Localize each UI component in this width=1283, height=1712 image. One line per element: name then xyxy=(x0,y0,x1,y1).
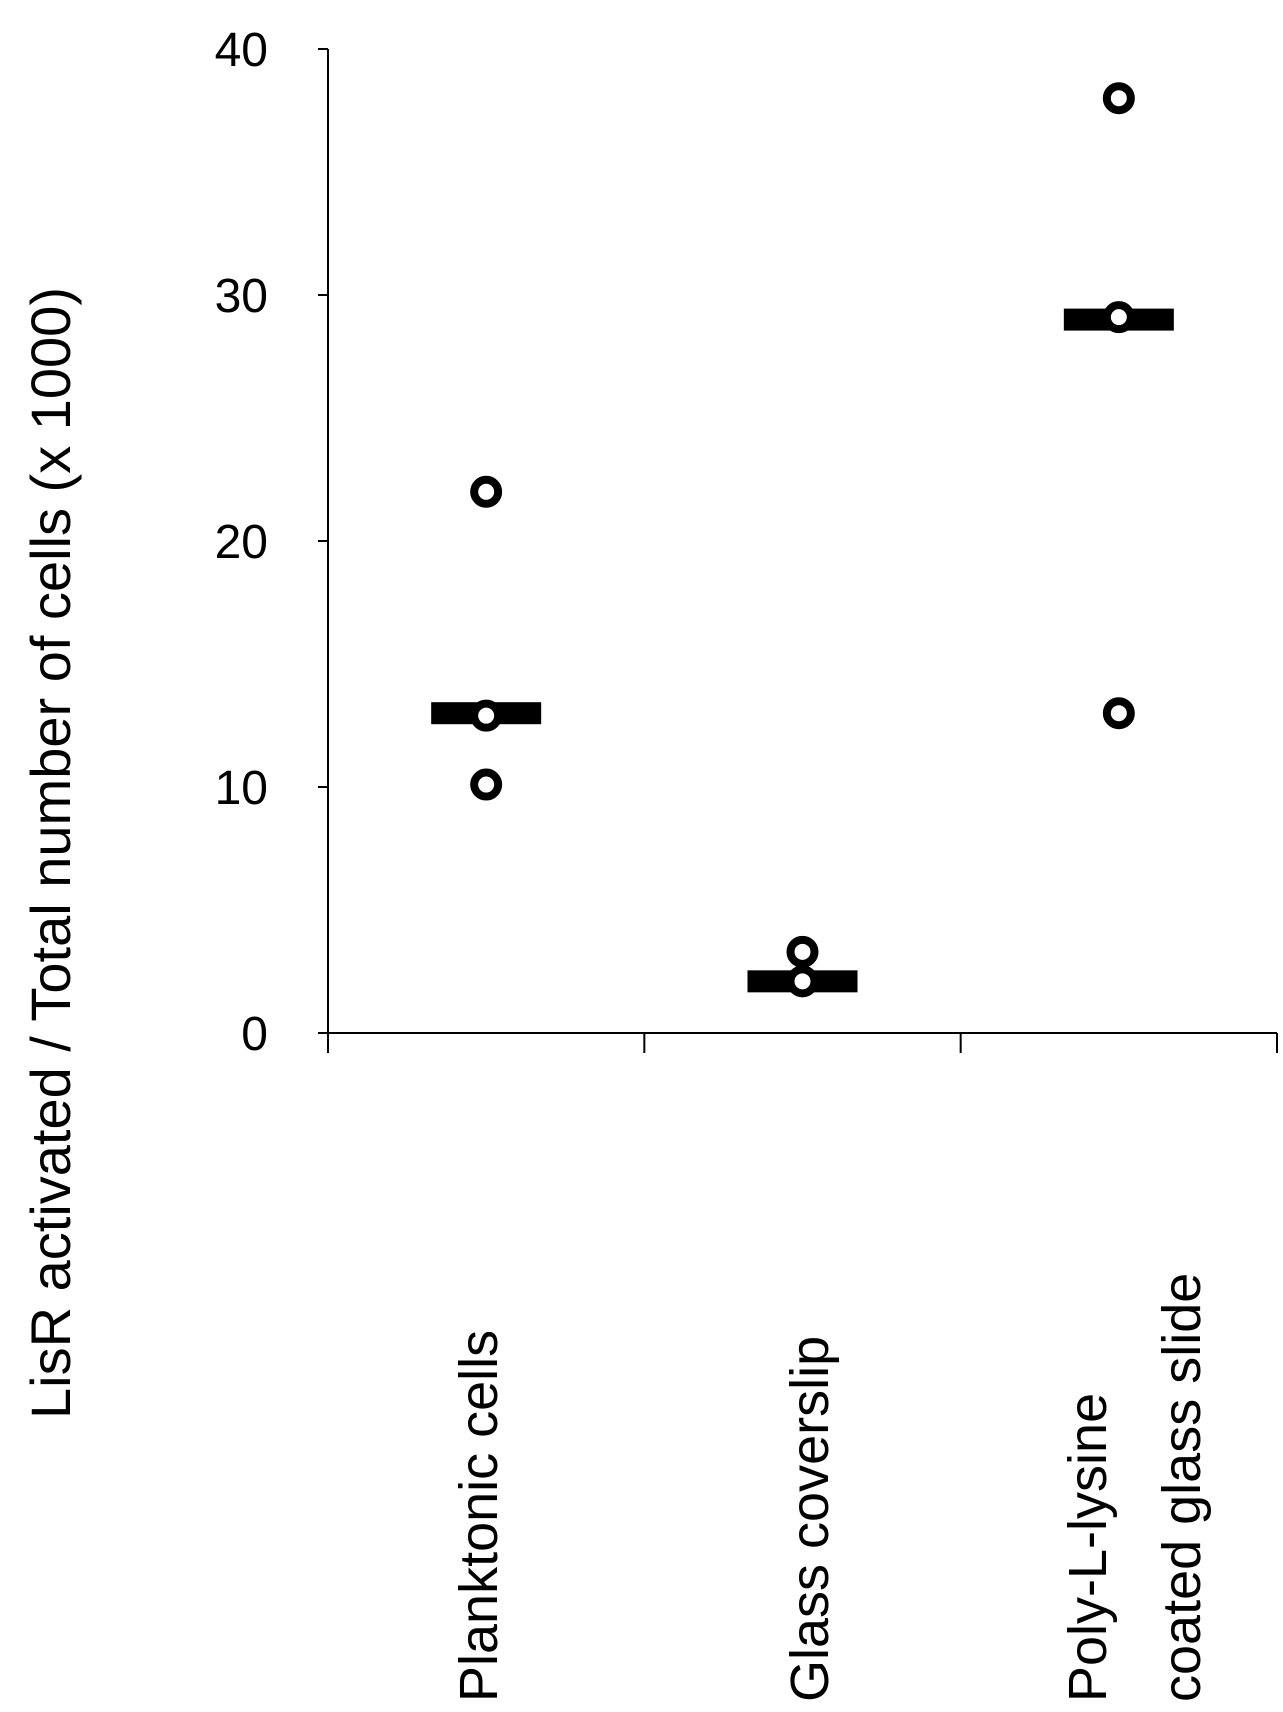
y-tick-label: 30 xyxy=(215,270,268,323)
y-tick-label: 40 xyxy=(215,24,268,77)
data-point xyxy=(1102,301,1135,334)
y-tick-label: 20 xyxy=(215,516,268,569)
data-point xyxy=(470,475,503,508)
data-point xyxy=(470,768,503,801)
x-tick-label: Planktonic cells xyxy=(449,1330,509,1702)
y-tick-label: 10 xyxy=(215,762,268,815)
data-point xyxy=(786,935,819,968)
x-tick-label: Glass coverslip xyxy=(780,1336,840,1702)
x-tick-label: Poly-L-lysine coated glass slide xyxy=(1058,1273,1212,1702)
data-point xyxy=(1102,82,1135,115)
data-point xyxy=(786,965,819,998)
y-tick-label: 0 xyxy=(241,1008,268,1061)
data-point xyxy=(1102,697,1135,730)
data-point xyxy=(470,699,503,732)
y-axis-title: LisR activated / Total number of cells (… xyxy=(19,287,82,1419)
